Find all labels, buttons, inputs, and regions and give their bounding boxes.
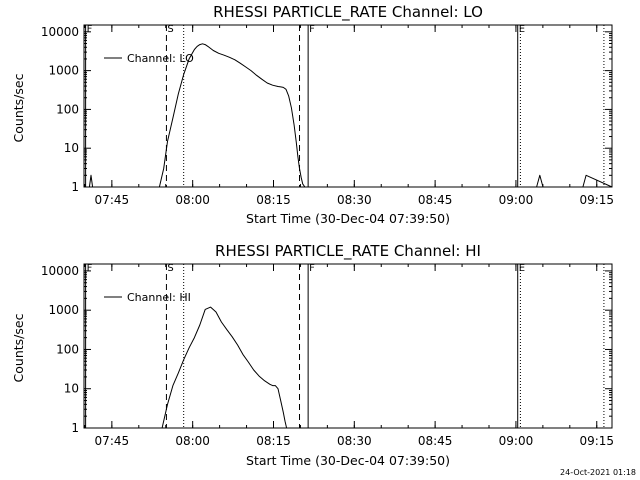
x-tick-label: 09:15 <box>579 193 614 207</box>
series-line <box>86 43 613 188</box>
series-line <box>161 306 288 429</box>
plot-frame <box>83 263 613 429</box>
y-tick-label: 10000 <box>41 25 79 39</box>
y-axis-label: Counts/sec <box>11 313 26 382</box>
y-tick-label: 10 <box>64 141 79 155</box>
event-label: F <box>87 24 93 35</box>
y-tick-label: 10000 <box>41 264 79 278</box>
legend-label: Channel: HI <box>127 291 191 304</box>
x-tick-label: 08:15 <box>256 193 291 207</box>
x-tick-label: 08:00 <box>175 434 210 448</box>
x-tick-label: 09:00 <box>499 434 534 448</box>
legend-label: Channel: LO <box>127 52 194 65</box>
event-label: F <box>309 24 315 35</box>
y-tick-label: 1 <box>71 421 79 435</box>
x-tick-label: 08:00 <box>175 193 210 207</box>
y-tick-label: 100 <box>56 342 79 356</box>
x-tick-label: 07:45 <box>95 193 130 207</box>
plot-area: F S F E 07:45 08:00 08:15 08:30 08:45 09:00 09:15 1… <box>41 24 614 207</box>
event-label: S <box>167 24 173 35</box>
plot-area: F S F E 07:45 08:00 08:15 08:30 08:45 09:00 09:15 1… <box>41 263 614 448</box>
y-tick-label: 1 <box>71 180 79 194</box>
y-tick-label: 100 <box>56 102 79 116</box>
event-label: E <box>519 263 525 274</box>
y-tick-label: 1000 <box>48 64 79 78</box>
chart-title: RHESSI PARTICLE_RATE Channel: LO <box>213 3 483 22</box>
event-label: S <box>167 263 173 274</box>
chart-panel-hi: RHESSI PARTICLE_RATE Channel: HI Start T… <box>11 242 614 468</box>
x-tick-label: 09:15 <box>579 434 614 448</box>
x-tick-label: 08:45 <box>418 434 453 448</box>
y-tick-label: 10 <box>64 382 79 396</box>
event-label: E <box>519 24 525 35</box>
x-axis-label: Start Time (30-Dec-04 07:39:50) <box>246 453 450 468</box>
x-axis-label: Start Time (30-Dec-04 07:39:50) <box>246 211 450 226</box>
y-axis-label: Counts/sec <box>11 73 26 142</box>
x-tick-label: 09:00 <box>499 193 534 207</box>
footer-timestamp: 24-Oct-2021 01:18 <box>560 468 636 477</box>
x-tick-label: 08:15 <box>256 434 291 448</box>
plot-frame <box>83 24 613 188</box>
event-label: F <box>87 263 93 274</box>
chart-title: RHESSI PARTICLE_RATE Channel: HI <box>215 242 481 261</box>
x-tick-label: 07:45 <box>95 434 130 448</box>
x-tick-label: 08:45 <box>418 193 453 207</box>
y-tick-label: 1000 <box>48 303 79 317</box>
x-tick-label: 08:30 <box>337 434 372 448</box>
event-label: F <box>309 263 315 274</box>
chart-panel-lo: RHESSI PARTICLE_RATE Channel: LO Start T… <box>11 3 614 226</box>
x-tick-label: 08:30 <box>337 193 372 207</box>
